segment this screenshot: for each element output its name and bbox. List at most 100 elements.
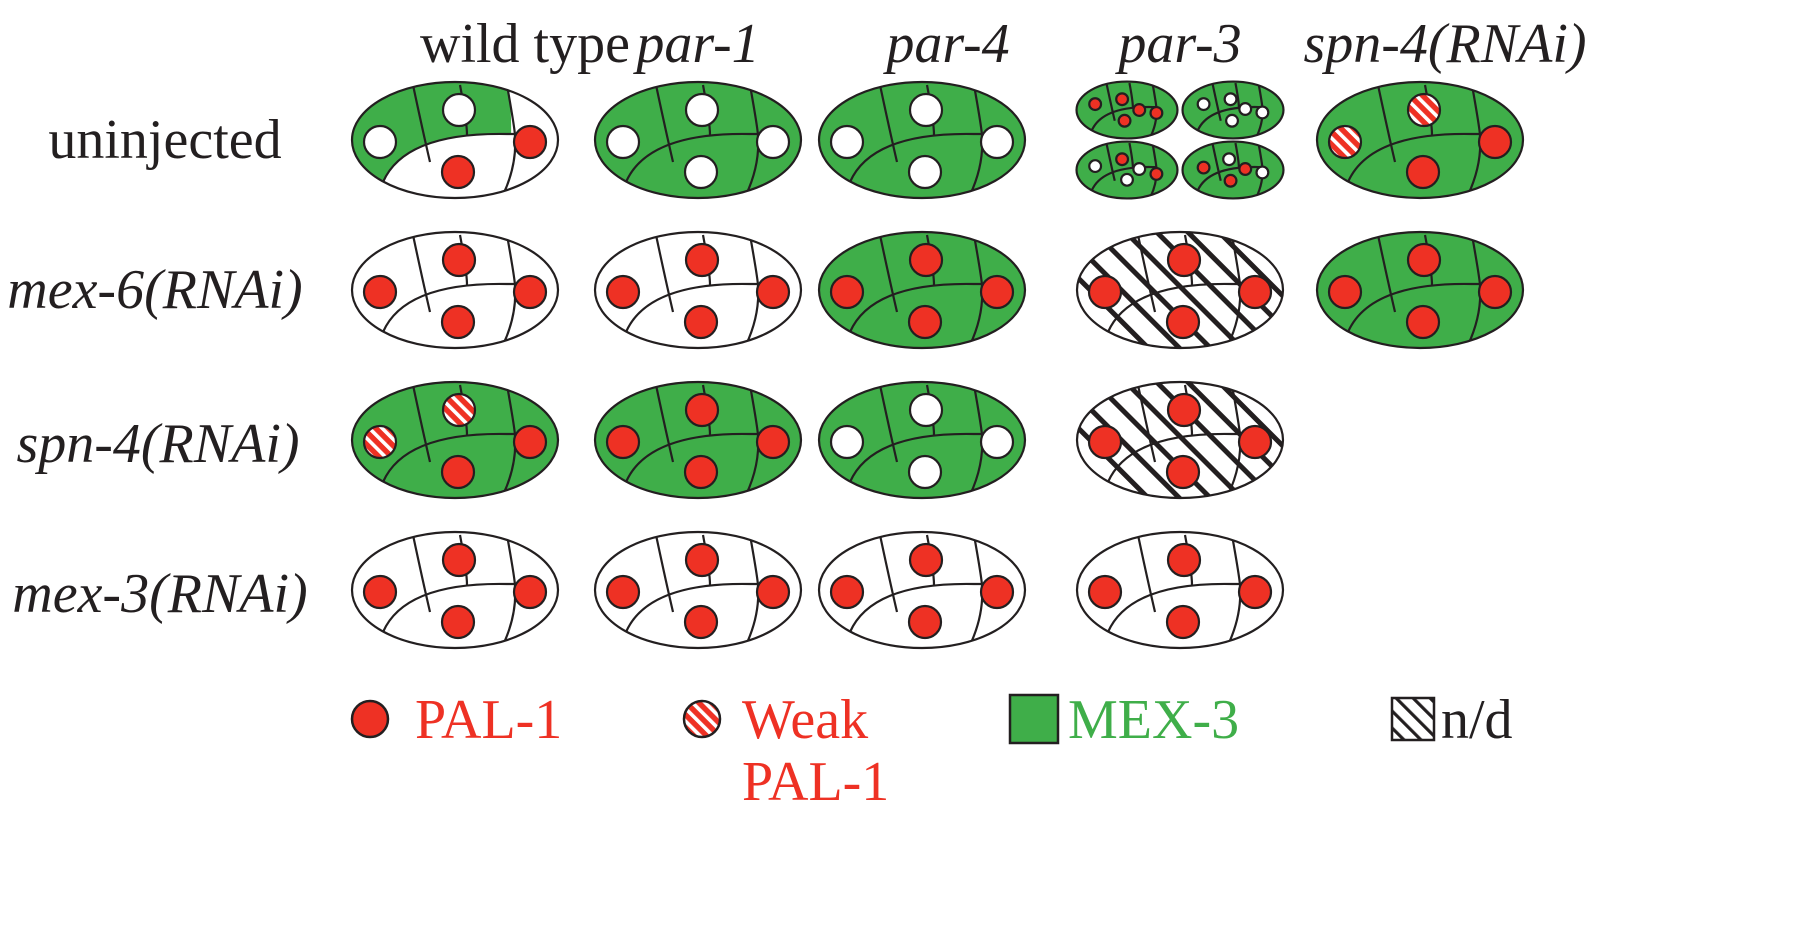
cell-boundary bbox=[381, 432, 515, 483]
embryo-r2-c2 bbox=[593, 230, 803, 350]
row-label-uninjected: uninjected bbox=[48, 109, 281, 171]
legend-item-weak-pal1: Weak PAL-1 bbox=[682, 689, 889, 813]
small-nucleus-white bbox=[1238, 102, 1253, 117]
abp-nucleus-red bbox=[1406, 242, 1442, 278]
embryo-outline bbox=[817, 230, 1027, 350]
embryo-r1-c2 bbox=[593, 80, 803, 200]
p2-nucleus-white bbox=[979, 124, 1015, 160]
embryo-body bbox=[819, 82, 1025, 198]
embryo-body bbox=[1182, 81, 1284, 139]
p2-nucleus-white bbox=[979, 424, 1015, 460]
small-nucleus-white bbox=[1225, 113, 1240, 128]
cell-boundary bbox=[654, 384, 675, 463]
column-header-par-1: par-1 bbox=[632, 13, 759, 75]
aba-nucleus-weak bbox=[362, 424, 398, 460]
legend-mex3-label: MEX-3 bbox=[1068, 689, 1239, 751]
small-nucleus-white bbox=[1196, 97, 1211, 112]
ems-nucleus-white bbox=[907, 454, 943, 490]
cell-boundary bbox=[624, 582, 758, 633]
cell-boundary bbox=[878, 384, 899, 463]
embryo-body bbox=[595, 232, 801, 348]
ems-nucleus-red bbox=[907, 604, 943, 640]
legend: PAL-1 Weak PAL-1 MEX-3 n/d bbox=[350, 689, 1513, 813]
abp-nucleus-red bbox=[684, 242, 720, 278]
cell-boundary bbox=[848, 432, 982, 483]
embryo-outline bbox=[1075, 230, 1285, 350]
cell-boundary bbox=[411, 234, 432, 313]
ems-nucleus-red bbox=[907, 304, 943, 340]
embryo-body bbox=[1182, 141, 1284, 199]
par-3-multicell-embryos bbox=[1075, 80, 1285, 200]
embryo-r4-c1 bbox=[350, 530, 560, 650]
embryo-outline bbox=[1315, 80, 1525, 200]
legend-item-nd: n/d bbox=[1390, 689, 1513, 751]
small-nucleus-white bbox=[1222, 152, 1237, 167]
abp-nucleus-red bbox=[441, 242, 477, 278]
p2-nucleus-red bbox=[512, 574, 548, 610]
cell-boundary bbox=[624, 132, 758, 183]
cell-boundary bbox=[1090, 105, 1157, 132]
cell-boundary bbox=[654, 534, 675, 613]
embryo-outline bbox=[817, 80, 1027, 200]
small-embryo-4 bbox=[1181, 140, 1285, 200]
ems-nucleus-red bbox=[1405, 304, 1441, 340]
embryo-outline bbox=[350, 80, 560, 200]
embryo-body bbox=[595, 532, 801, 648]
small-nucleus-white bbox=[1255, 165, 1270, 180]
embryo-body bbox=[352, 532, 558, 648]
legend-item-mex3: MEX-3 bbox=[1008, 689, 1239, 751]
p2-nucleus-red bbox=[755, 424, 791, 460]
embryo-outline bbox=[593, 380, 803, 500]
abp-nucleus-red bbox=[684, 542, 720, 578]
ems-nucleus-red bbox=[440, 304, 476, 340]
p2-nucleus-red bbox=[1477, 124, 1513, 160]
embryo-outline bbox=[350, 230, 560, 350]
ems-nucleus-red bbox=[1405, 154, 1441, 190]
embryo-r2-c1 bbox=[350, 230, 560, 350]
small-nucleus-red bbox=[1088, 97, 1103, 112]
aba-nucleus-weak bbox=[1327, 124, 1363, 160]
p2-nucleus-white bbox=[755, 124, 791, 160]
small-nucleus-red bbox=[1238, 162, 1253, 177]
row-label-mex-3-rnai: mex-3(RNAi) bbox=[12, 563, 307, 625]
cell-boundary bbox=[1105, 142, 1116, 182]
p2-nucleus-red bbox=[1237, 574, 1273, 610]
cell-boundary bbox=[411, 534, 432, 613]
cell-boundary bbox=[411, 384, 432, 463]
cell-boundary bbox=[381, 582, 515, 633]
p2-nucleus-red bbox=[1477, 274, 1513, 310]
abp-nucleus-white bbox=[441, 92, 477, 128]
row-labels: uninjected mex-6(RNAi) spn-4(RNAi) mex-3… bbox=[7, 109, 307, 625]
abp-nucleus-red bbox=[908, 242, 944, 278]
cell-boundary bbox=[381, 282, 515, 333]
aba-nucleus-red bbox=[1327, 274, 1363, 310]
legend-pal1-dot bbox=[350, 699, 390, 739]
legend-mex3-swatch bbox=[1008, 693, 1060, 745]
aba-nucleus-red bbox=[829, 574, 865, 610]
cell-boundary bbox=[848, 582, 982, 633]
ems-nucleus-white bbox=[683, 154, 719, 190]
column-header-par-3: par-3 bbox=[1114, 13, 1241, 75]
p2-nucleus-red bbox=[1237, 424, 1273, 460]
ems-nucleus-red bbox=[440, 454, 476, 490]
aba-nucleus-red bbox=[605, 424, 641, 460]
p2-nucleus-red bbox=[512, 424, 548, 460]
aba-nucleus-white bbox=[829, 124, 865, 160]
small-nucleus-red bbox=[1115, 92, 1130, 107]
cell-boundary bbox=[848, 132, 982, 183]
p2-nucleus-red bbox=[979, 274, 1015, 310]
embryo-outline bbox=[350, 380, 560, 500]
legend-item-pal1: PAL-1 bbox=[350, 689, 562, 751]
legend-nd-label: n/d bbox=[1441, 689, 1513, 751]
embryo-r4-c2 bbox=[593, 530, 803, 650]
column-headers: wild type par-1 par-4 par-3 spn-4(RNAi) bbox=[420, 13, 1587, 75]
small-nucleus-red bbox=[1149, 166, 1164, 181]
embryo-body bbox=[1317, 232, 1523, 348]
embryo-r1-c1 bbox=[350, 80, 560, 200]
small-nucleus-red bbox=[1223, 173, 1238, 188]
embryo-r4-c3 bbox=[817, 530, 1027, 650]
small-embryo-3 bbox=[1075, 140, 1179, 200]
abp-nucleus-red bbox=[908, 542, 944, 578]
legend-weak-pal1-label-line1: Weak bbox=[742, 689, 868, 751]
